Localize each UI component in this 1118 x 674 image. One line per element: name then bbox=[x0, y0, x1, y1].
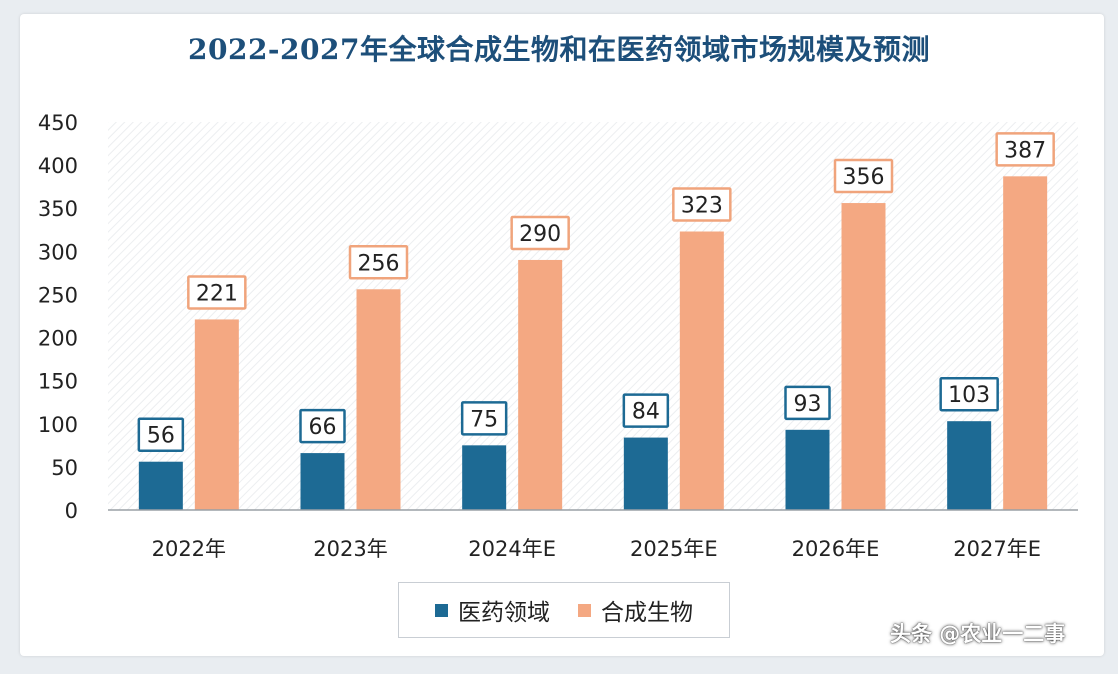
y-tick-label: 0 bbox=[65, 499, 78, 523]
bar-pharma bbox=[300, 453, 345, 510]
data-label-pharma: 103 bbox=[948, 383, 990, 408]
data-label-pharma: 66 bbox=[309, 415, 337, 440]
y-tick-label: 250 bbox=[38, 283, 78, 307]
data-label-synbio: 387 bbox=[1004, 138, 1046, 163]
data-label-box-pharma bbox=[622, 393, 670, 428]
legend-swatch-synbio bbox=[578, 603, 591, 617]
bar-synbio bbox=[518, 259, 563, 510]
y-axis: 0 50 100 150 200 250 300 350 400 450 bbox=[38, 111, 78, 523]
data-label-box-pharma bbox=[784, 385, 831, 421]
data-label-box-synbio bbox=[187, 275, 247, 310]
data-label-box-synbio bbox=[833, 158, 894, 194]
legend-swatch-pharma bbox=[435, 603, 448, 617]
bars bbox=[138, 176, 1048, 510]
bar-synbio bbox=[194, 319, 239, 510]
x-tick-label: 2024年E bbox=[468, 537, 556, 561]
y-tick-label: 300 bbox=[38, 240, 78, 264]
y-tick-label: 200 bbox=[38, 327, 78, 351]
bar-synbio bbox=[1003, 176, 1048, 510]
data-label-synbio: 290 bbox=[519, 222, 561, 247]
bar-pharma bbox=[462, 445, 507, 510]
bar-pharma bbox=[623, 437, 668, 510]
data-label-box-synbio bbox=[995, 132, 1055, 167]
data-label-pharma: 93 bbox=[794, 392, 822, 417]
plot-area-background bbox=[108, 122, 1078, 510]
chart-title: 2022-2027年全球合成生物和在医药领域市场规模及预测 bbox=[188, 33, 930, 66]
x-tick-label: 2026年E bbox=[792, 537, 880, 561]
bar-synbio bbox=[841, 203, 886, 510]
data-label-box-synbio bbox=[348, 245, 409, 280]
bar-pharma bbox=[138, 461, 183, 510]
legend-label-pharma: 医药领域 bbox=[458, 600, 550, 626]
data-label-box-pharma bbox=[137, 417, 185, 452]
data-label-synbio: 356 bbox=[843, 165, 885, 190]
data-label-synbio: 323 bbox=[681, 194, 723, 219]
data-label-pharma: 56 bbox=[147, 424, 175, 449]
data-label-box-synbio bbox=[672, 187, 732, 222]
legend-item-pharma: 医药领域 bbox=[435, 593, 550, 627]
x-axis: 2022年 2023年 2024年E 2025年E 2026年E 2027年E bbox=[108, 509, 1078, 561]
data-label-synbio: 256 bbox=[358, 251, 400, 276]
y-tick-label: 350 bbox=[38, 197, 78, 221]
x-tick-label: 2025年E bbox=[630, 537, 718, 561]
data-label-box-pharma bbox=[939, 376, 999, 412]
data-label-synbio: 221 bbox=[196, 281, 238, 306]
legend-item-synbio: 合成生物 bbox=[578, 593, 693, 627]
data-label-pharma: 84 bbox=[632, 400, 660, 425]
data-label-pharma: 75 bbox=[470, 407, 498, 432]
legend-label-synbio: 合成生物 bbox=[601, 600, 693, 626]
x-tick-label: 2023年 bbox=[313, 537, 387, 561]
y-tick-label: 150 bbox=[38, 370, 78, 394]
y-tick-label: 100 bbox=[38, 413, 78, 437]
watermark: 头条 @农业一二事 bbox=[890, 622, 1066, 646]
bar-pharma bbox=[785, 429, 830, 510]
data-label-box-pharma bbox=[460, 401, 508, 436]
legend: 医药领域 合成生物 bbox=[398, 582, 730, 638]
x-tick-label: 2027年E bbox=[953, 537, 1041, 561]
bar-synbio bbox=[356, 289, 401, 510]
y-tick-label: 400 bbox=[38, 154, 78, 178]
data-label-box-synbio bbox=[510, 215, 570, 251]
y-tick-label: 50 bbox=[51, 456, 78, 480]
data-labels: 56 221 66 256 75 290 84 323 93 356 103 387 bbox=[137, 132, 1055, 452]
bar-pharma bbox=[947, 421, 992, 510]
data-label-box-pharma bbox=[299, 408, 346, 444]
x-tick-label: 2022年 bbox=[152, 537, 226, 561]
bar-synbio bbox=[679, 231, 724, 510]
y-tick-label: 450 bbox=[38, 111, 78, 135]
